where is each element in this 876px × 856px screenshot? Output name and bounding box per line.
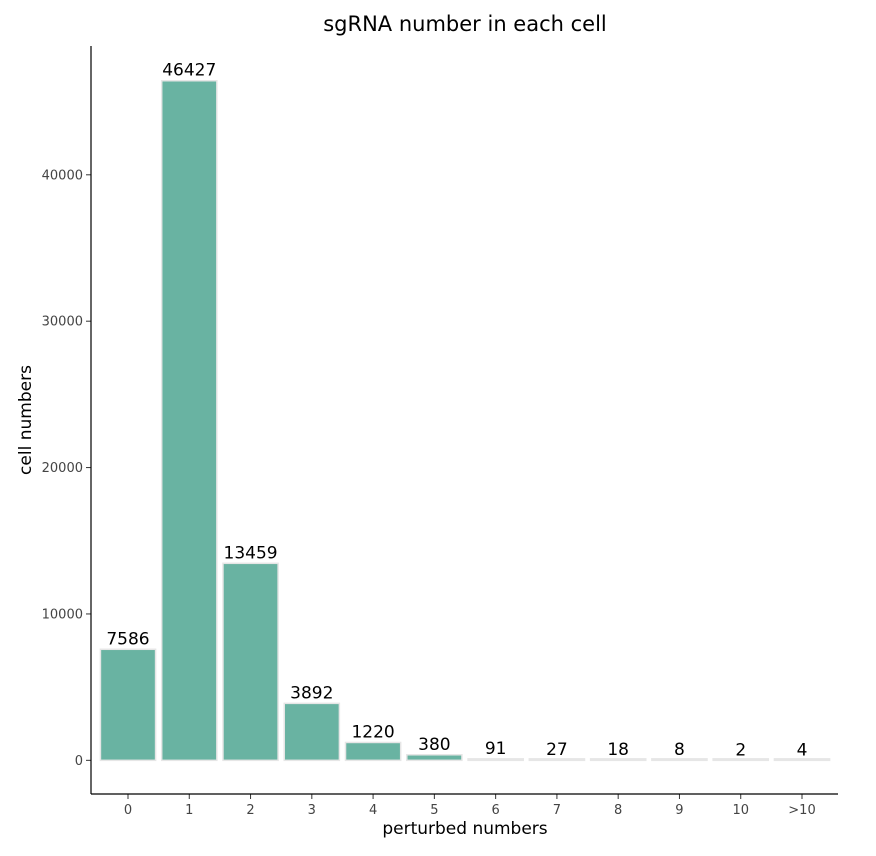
bar-3 — [283, 702, 341, 762]
x-tick-label: 5 — [430, 803, 438, 818]
x-tick-label: >10 — [788, 803, 815, 818]
y-tick-label: 30000 — [42, 315, 83, 330]
data-label-1: 46427 — [162, 61, 216, 81]
data-label-9: 8 — [674, 740, 685, 760]
y-tick-label: 20000 — [42, 461, 83, 476]
x-tick-label: 7 — [553, 803, 561, 818]
bar-4 — [344, 741, 402, 762]
x-tick-label: 3 — [308, 803, 316, 818]
y-tick-label: 10000 — [42, 607, 83, 622]
bar-1 — [160, 79, 218, 762]
x-tick-label: 10 — [732, 803, 749, 818]
data-label-8: 18 — [607, 740, 629, 760]
bar-6 — [467, 758, 524, 762]
bar-9 — [651, 758, 708, 762]
y-tick-label: 40000 — [42, 168, 83, 183]
bar-0 — [99, 648, 157, 762]
x-tick-label: 8 — [614, 803, 622, 818]
bar-2 — [222, 562, 279, 762]
x-tick-label: 0 — [124, 803, 132, 818]
y-axis-title: cell numbers — [16, 365, 36, 475]
data-label-5: 380 — [418, 735, 450, 755]
data-labels-group: 7586 46427 13459 3892 1220 380 91 27 18 8 2 4 — [106, 61, 807, 761]
bar-5 — [406, 754, 463, 762]
bar-gt10 — [773, 758, 831, 762]
data-label-6: 91 — [485, 739, 507, 759]
data-label-4: 1220 — [351, 722, 394, 742]
x-tick-label: 9 — [675, 803, 683, 818]
data-label-7: 27 — [546, 740, 568, 760]
x-axis-title: perturbed numbers — [382, 819, 547, 839]
x-axis-ticks: 0 1 2 3 4 5 6 7 8 9 10 >10 — [124, 794, 816, 818]
bar-8 — [589, 758, 647, 762]
data-label-3: 3892 — [290, 683, 333, 703]
data-label-2: 13459 — [224, 543, 278, 563]
bar-7 — [528, 758, 586, 762]
chart-title: sgRNA number in each cell — [323, 12, 607, 36]
data-label-10: 2 — [735, 740, 746, 760]
bars-group — [99, 79, 831, 762]
y-axis-ticks: 0 10000 20000 30000 40000 — [42, 168, 91, 769]
x-tick-label: 6 — [491, 803, 499, 818]
data-label-gt10: 4 — [797, 740, 808, 760]
x-tick-label: 4 — [369, 803, 377, 818]
bar-10 — [712, 758, 770, 762]
data-label-0: 7586 — [106, 629, 149, 649]
y-tick-label: 0 — [75, 754, 83, 769]
x-tick-label: 2 — [246, 803, 254, 818]
x-tick-label: 1 — [185, 803, 193, 818]
